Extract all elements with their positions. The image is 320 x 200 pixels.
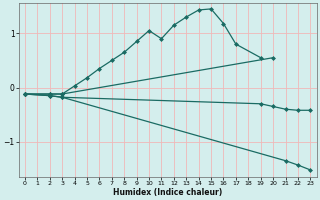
X-axis label: Humidex (Indice chaleur): Humidex (Indice chaleur) — [113, 188, 222, 197]
